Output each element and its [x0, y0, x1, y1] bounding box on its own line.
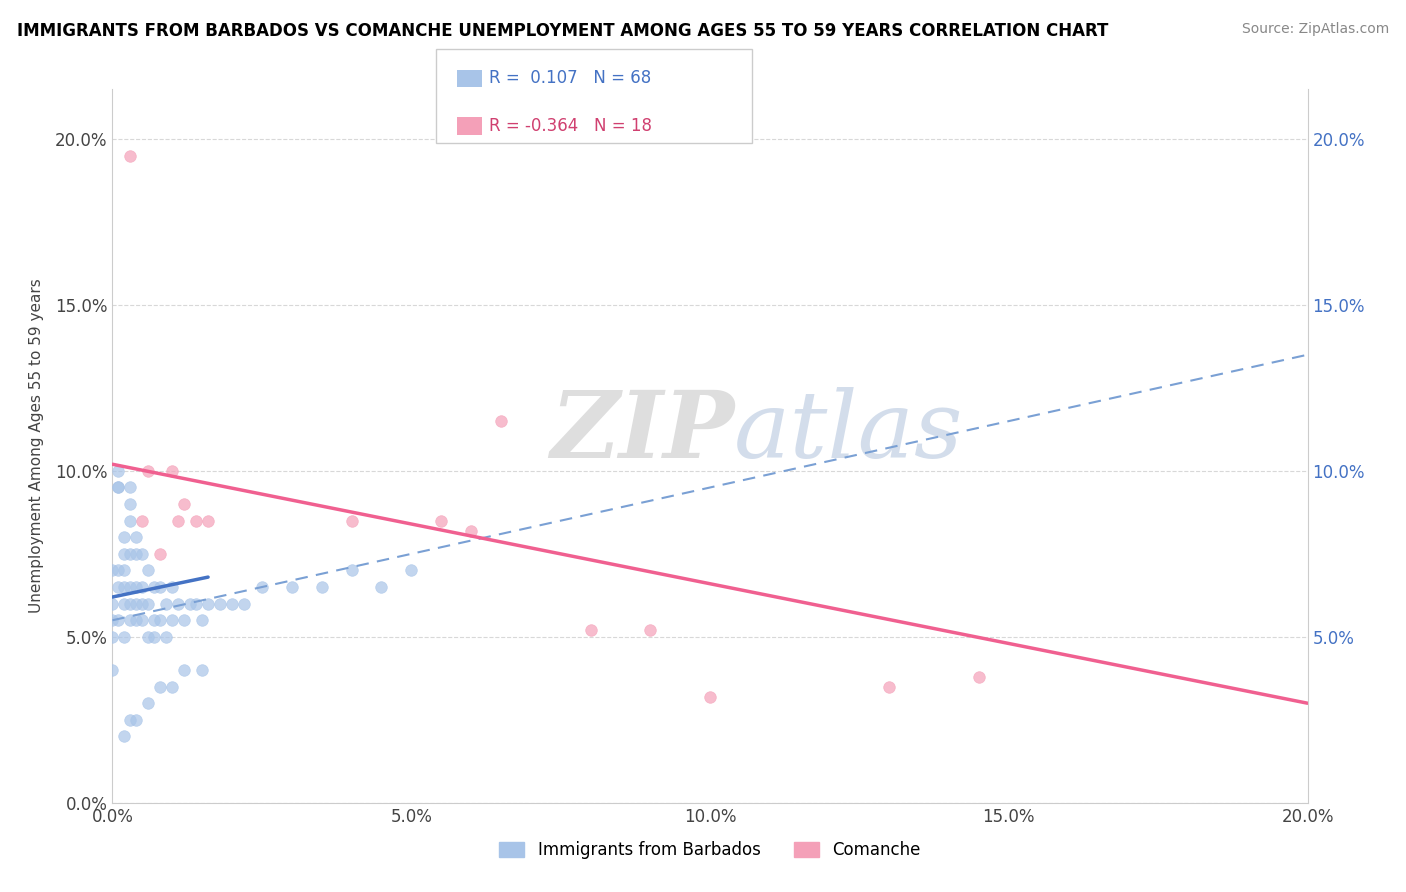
Point	[120, 613, 142, 627]
Point	[138, 564, 160, 578]
Point	[125, 713, 148, 727]
Point	[131, 547, 153, 561]
Point	[173, 663, 195, 677]
Point	[281, 580, 304, 594]
Point	[186, 514, 208, 528]
Point	[120, 497, 142, 511]
Text: atlas: atlas	[734, 387, 963, 476]
Point	[173, 613, 195, 627]
Text: ZIP: ZIP	[550, 387, 734, 476]
Point	[107, 481, 129, 495]
Point	[114, 730, 135, 744]
Point	[233, 597, 256, 611]
Point	[149, 547, 172, 561]
Point	[879, 680, 901, 694]
Point	[114, 580, 135, 594]
Point	[120, 481, 142, 495]
Point	[120, 148, 142, 162]
Point	[143, 630, 166, 644]
Point	[179, 597, 201, 611]
Point	[197, 597, 219, 611]
Point	[120, 713, 142, 727]
Point	[107, 613, 129, 627]
Point	[120, 580, 142, 594]
Point	[340, 564, 363, 578]
Point	[138, 464, 160, 478]
Point	[114, 530, 135, 544]
Point	[107, 564, 129, 578]
Point	[149, 680, 172, 694]
Point	[155, 630, 177, 644]
Point	[120, 547, 142, 561]
Point	[120, 514, 142, 528]
Point	[340, 514, 363, 528]
Point	[101, 564, 124, 578]
Point	[173, 497, 195, 511]
Text: R =  0.107   N = 68: R = 0.107 N = 68	[489, 70, 651, 87]
Point	[125, 580, 148, 594]
Point	[143, 613, 166, 627]
Point	[101, 663, 124, 677]
Point	[167, 597, 190, 611]
Point	[138, 597, 160, 611]
Legend: Immigrants from Barbados, Comanche: Immigrants from Barbados, Comanche	[492, 835, 928, 866]
Point	[162, 613, 183, 627]
Point	[114, 564, 135, 578]
Point	[221, 597, 243, 611]
Point	[311, 580, 333, 594]
Point	[250, 580, 273, 594]
Point	[162, 580, 183, 594]
Point	[460, 524, 482, 538]
Point	[138, 630, 160, 644]
Point	[149, 580, 172, 594]
Point	[967, 670, 990, 684]
Point	[125, 547, 148, 561]
Point	[370, 580, 392, 594]
Point	[101, 597, 124, 611]
Point	[489, 414, 512, 428]
Point	[155, 597, 177, 611]
Point	[143, 580, 166, 594]
Point	[107, 464, 129, 478]
Point	[114, 630, 135, 644]
Point	[114, 597, 135, 611]
Text: Source: ZipAtlas.com: Source: ZipAtlas.com	[1241, 22, 1389, 37]
Point	[125, 597, 148, 611]
Point	[579, 624, 602, 638]
Point	[162, 464, 183, 478]
Point	[186, 597, 208, 611]
Y-axis label: Unemployment Among Ages 55 to 59 years: Unemployment Among Ages 55 to 59 years	[30, 278, 44, 614]
Point	[125, 613, 148, 627]
Point	[131, 597, 153, 611]
Point	[120, 597, 142, 611]
Point	[401, 564, 423, 578]
Point	[149, 613, 172, 627]
Point	[162, 680, 183, 694]
Point	[167, 514, 190, 528]
Point	[101, 613, 124, 627]
Point	[125, 530, 148, 544]
Point	[131, 580, 153, 594]
Point	[138, 696, 160, 710]
Text: R = -0.364   N = 18: R = -0.364 N = 18	[489, 117, 652, 135]
Point	[430, 514, 453, 528]
Point	[114, 547, 135, 561]
Point	[191, 663, 214, 677]
Point	[131, 514, 153, 528]
Point	[107, 481, 129, 495]
Point	[101, 630, 124, 644]
Point	[197, 514, 219, 528]
Text: IMMIGRANTS FROM BARBADOS VS COMANCHE UNEMPLOYMENT AMONG AGES 55 TO 59 YEARS CORR: IMMIGRANTS FROM BARBADOS VS COMANCHE UNE…	[17, 22, 1108, 40]
Point	[699, 690, 721, 704]
Point	[131, 613, 153, 627]
Point	[191, 613, 214, 627]
Point	[209, 597, 232, 611]
Point	[107, 580, 129, 594]
Point	[640, 624, 662, 638]
